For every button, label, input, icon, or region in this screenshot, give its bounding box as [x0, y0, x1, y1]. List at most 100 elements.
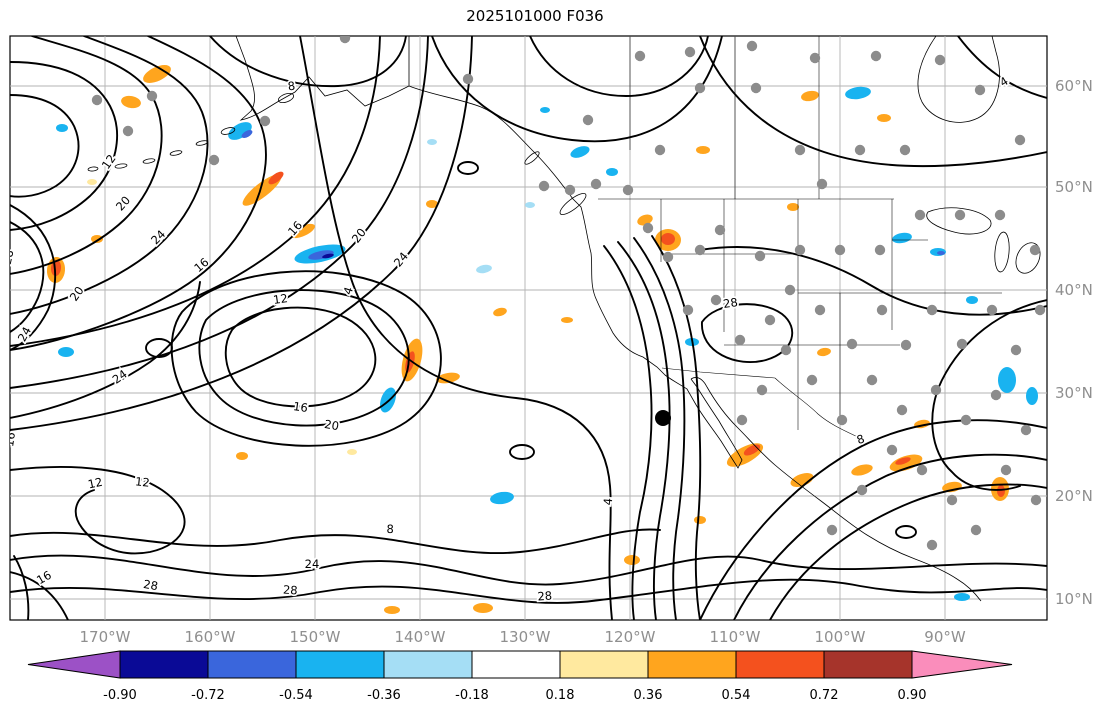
station-dot [736, 414, 748, 426]
station-dot [926, 304, 938, 316]
station-dot [826, 524, 838, 536]
anomaly-blob [268, 171, 284, 185]
contour-line [10, 466, 186, 555]
station-dot [642, 222, 654, 234]
station-dot [946, 494, 958, 506]
anomaly-blob [540, 107, 550, 113]
contour-line [457, 161, 479, 175]
anomaly-blob [490, 491, 514, 505]
station-dot [814, 304, 826, 316]
anomaly-blob [954, 593, 970, 601]
contour-line [10, 36, 163, 275]
anomaly-blob [347, 449, 357, 455]
station-dot [1034, 304, 1046, 316]
anomaly-blob [606, 168, 618, 176]
colorbar-segment [559, 650, 649, 679]
colorbar-tick-label: 0.18 [546, 688, 575, 703]
x-tick-label: 170°W [80, 628, 131, 646]
station-dot [960, 414, 972, 426]
anomaly-blob [787, 203, 799, 211]
colorbar-over-arrow [911, 650, 1013, 679]
contour-line [10, 554, 1047, 586]
station-dot [756, 384, 768, 396]
contour-line [10, 36, 381, 347]
anomaly-blob [895, 457, 911, 465]
island-or-lake-outline [994, 231, 1010, 273]
station-dot [899, 144, 911, 156]
station-dot [1014, 134, 1026, 146]
station-dot [259, 115, 271, 127]
station-dot [986, 304, 998, 316]
colorbar-tick-label: -0.36 [367, 688, 401, 703]
station-dot [866, 374, 878, 386]
x-tick-label: 120°W [605, 628, 656, 646]
station-dot [582, 114, 594, 126]
station-dot [816, 178, 828, 190]
anomaly-blob [473, 603, 493, 613]
station-dot [1000, 464, 1012, 476]
station-dot [339, 36, 351, 44]
anomaly-blob [966, 296, 978, 304]
coastline [926, 207, 992, 235]
station-dot [994, 209, 1006, 221]
contour-line [10, 578, 1047, 604]
colorbar-tick-label: -0.72 [191, 688, 225, 703]
contour-label: 20 [323, 417, 340, 433]
contour-label: 12 [134, 474, 150, 489]
contour-line [13, 555, 30, 620]
anomaly-blob [427, 139, 437, 145]
colorbar-segment [207, 650, 297, 679]
station-dot [886, 444, 898, 456]
station-dot [934, 54, 946, 66]
station-dot [714, 224, 726, 236]
x-tick-label: 130°W [500, 628, 551, 646]
x-tick-label: 140°W [395, 628, 446, 646]
station-dot [784, 284, 796, 296]
anomaly-blob [561, 317, 573, 323]
political-borders [598, 36, 1002, 441]
x-tick-label: 160°W [185, 628, 236, 646]
anomaly-blob [624, 555, 640, 565]
anomaly-blob [696, 146, 710, 154]
y-axis-labels: 60°N 50°N 40°N 30°N 20°N 10°N [1055, 77, 1093, 608]
station-dot [122, 125, 134, 137]
anomaly-blob [790, 473, 814, 487]
anomaly-blob [877, 114, 891, 122]
station-dot [694, 244, 706, 256]
colorbar-tick-label: -0.18 [455, 688, 489, 703]
station-dot [806, 374, 818, 386]
anomaly-blob [892, 232, 912, 244]
colorbar-under-arrow [27, 650, 121, 679]
contour-line [10, 36, 429, 389]
contour-line [699, 36, 1047, 168]
x-tick-label: 150°W [290, 628, 341, 646]
anomaly-blob [308, 250, 334, 260]
anomaly-blob [661, 233, 675, 245]
border-line [661, 367, 776, 379]
colorbar-tick-label: 0.36 [634, 688, 663, 703]
contour-label: 16 [2, 431, 18, 447]
island-or-lake-outline [142, 158, 156, 164]
station-dot [634, 50, 646, 62]
station-dot [974, 84, 986, 96]
contour-label: 12 [272, 291, 288, 307]
station-dot [794, 144, 806, 156]
station-dot [956, 338, 968, 350]
station-dot [462, 73, 474, 85]
anomaly-blob [56, 124, 68, 132]
contour-lines [10, 36, 1047, 620]
contour-label: 4 [601, 497, 616, 506]
contour-line [699, 419, 1047, 620]
island-or-lake-outline [277, 92, 295, 104]
contour-line [170, 270, 442, 447]
station-dot [874, 244, 886, 256]
coastline [690, 377, 982, 602]
anomaly-blob [998, 367, 1016, 393]
coastline [235, 36, 410, 121]
contour-line [10, 221, 45, 333]
station-dot [1010, 344, 1022, 356]
anomaly-blob [851, 464, 873, 476]
anomaly-blob [845, 86, 871, 100]
anomaly-blob [91, 235, 103, 243]
